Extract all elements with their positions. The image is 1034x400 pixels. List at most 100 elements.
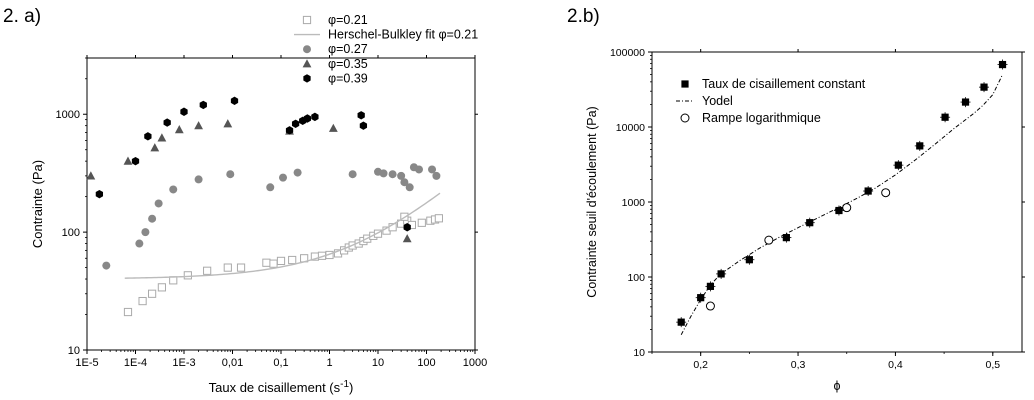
data-point — [150, 143, 160, 152]
series--0-35 — [86, 119, 412, 243]
legend-marker — [680, 113, 690, 123]
data-point — [998, 60, 1007, 69]
legend-label: φ=0.35 — [328, 57, 368, 71]
data-point — [835, 206, 843, 215]
data-point — [402, 234, 412, 243]
y-tick-label: 1000 — [56, 109, 80, 121]
x-tick-label: 1E-4 — [124, 357, 147, 369]
data-point — [194, 175, 203, 184]
data-point — [400, 178, 409, 187]
data-point — [154, 199, 163, 208]
data-point — [842, 203, 852, 213]
data-point — [745, 256, 753, 264]
data-point — [148, 214, 157, 223]
data-point — [291, 119, 300, 128]
legend-marker — [303, 74, 311, 83]
data-point — [357, 111, 365, 120]
series--0-39 — [95, 96, 411, 232]
data-point — [236, 263, 246, 272]
y-tick-label: 100000 — [610, 47, 645, 59]
data-point — [881, 188, 891, 198]
x-tick-label: 1E-3 — [172, 357, 195, 369]
x-tick-label: 0,01 — [222, 357, 243, 369]
data-point — [223, 263, 232, 272]
data-point — [980, 83, 988, 91]
data-point — [373, 229, 383, 238]
legend-marker — [303, 45, 311, 54]
y-tick-label: 100 — [62, 227, 80, 239]
data-point — [86, 171, 96, 180]
data-point — [157, 133, 167, 142]
y-axis-title: Contrainte (Pa) — [30, 160, 45, 248]
panel-label: 2. a) — [3, 6, 41, 27]
data-point — [293, 168, 302, 177]
data-point — [194, 121, 203, 130]
legend-marker — [302, 15, 312, 25]
series-taux-de-cisaillement-constant — [676, 59, 1008, 328]
data-point — [806, 219, 814, 227]
data-point — [199, 100, 207, 110]
data-point — [397, 171, 406, 180]
data-point — [174, 125, 184, 134]
data-point — [348, 170, 357, 179]
data-point — [223, 119, 233, 128]
data-point — [417, 218, 426, 227]
legend-label: φ=0.27 — [328, 42, 368, 56]
data-point — [276, 256, 286, 265]
legend-label: φ=0.21 — [328, 13, 368, 27]
data-point — [405, 183, 414, 192]
data-point — [148, 289, 157, 298]
data-point — [894, 161, 902, 169]
series-line — [124, 192, 441, 279]
data-point — [388, 170, 397, 179]
data-point — [782, 234, 790, 242]
y-tick-label: 1000 — [622, 197, 646, 209]
x-tick-label: 100 — [417, 357, 435, 369]
data-point — [262, 258, 271, 267]
data-point — [226, 170, 235, 179]
data-point — [428, 165, 437, 174]
data-point — [311, 112, 319, 122]
panel-label: 2.b) — [567, 6, 600, 27]
data-point — [961, 98, 970, 106]
x-tick-label: 1 — [326, 357, 332, 369]
data-point — [706, 282, 715, 290]
x-tick-label: 10 — [372, 357, 384, 369]
data-point — [303, 114, 312, 123]
data-point — [403, 223, 411, 232]
data-point — [432, 171, 441, 180]
series--0-27 — [102, 163, 441, 270]
legend-marker — [302, 59, 312, 68]
y-tick-label: 10 — [68, 345, 80, 357]
data-point — [102, 261, 111, 270]
y-tick-label: 10000 — [616, 122, 645, 134]
data-point — [95, 189, 104, 199]
data-point — [180, 107, 188, 116]
data-point — [941, 113, 949, 121]
series--0-21 — [123, 212, 443, 317]
data-point — [203, 266, 212, 275]
data-point — [169, 276, 178, 285]
legend-marker — [681, 80, 689, 88]
legend-label: Yodel — [702, 94, 733, 108]
data-point — [414, 165, 423, 174]
data-point — [144, 132, 152, 141]
x-tick-label: 1000 — [463, 357, 487, 369]
data-point — [434, 214, 443, 223]
x-tick-label: 1E-5 — [75, 357, 98, 369]
data-point — [183, 271, 192, 280]
x-tick-label: 0,1 — [273, 357, 288, 369]
data-point — [266, 183, 275, 192]
data-point — [163, 118, 171, 127]
legend-label: Herschel-Bulkley fit φ=0.21 — [328, 28, 478, 42]
data-point — [169, 185, 178, 194]
data-point — [916, 142, 924, 150]
data-point — [697, 294, 705, 302]
data-point — [135, 239, 144, 248]
data-point — [379, 169, 388, 178]
x-tick-label: 0,5 — [985, 359, 1000, 371]
data-point — [269, 259, 278, 268]
data-point — [328, 123, 338, 132]
data-point — [705, 301, 715, 311]
plot-frame — [86, 57, 476, 351]
